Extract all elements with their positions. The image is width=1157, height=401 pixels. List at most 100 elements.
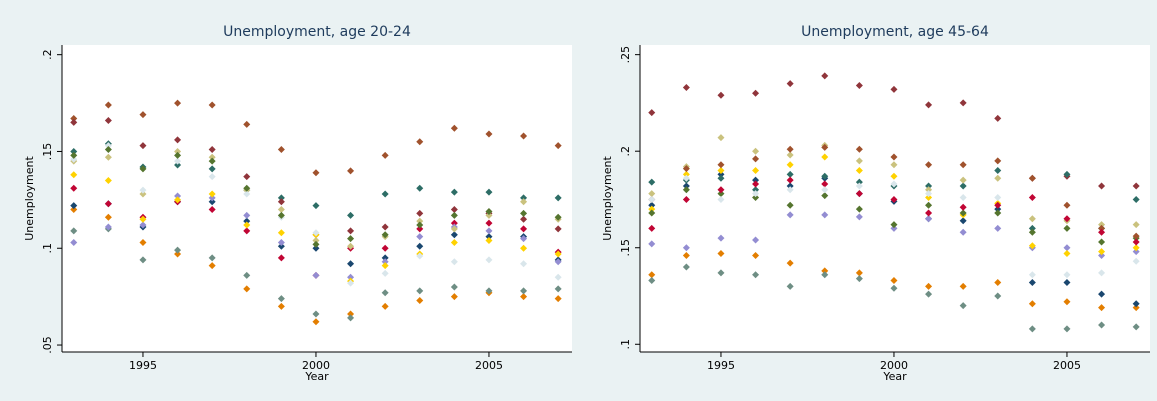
marker: [821, 271, 829, 279]
marker: [752, 167, 760, 175]
marker: [1063, 224, 1071, 232]
marker: [1132, 323, 1140, 331]
marker: [717, 91, 725, 99]
marker: [243, 211, 251, 219]
marker: [1028, 194, 1036, 202]
marker: [174, 151, 182, 159]
marker: [682, 251, 690, 259]
marker: [381, 151, 389, 159]
marker: [821, 192, 829, 200]
marker: [70, 171, 78, 179]
marker: [1063, 325, 1071, 333]
x-tick-label: 1995: [129, 359, 157, 372]
marker: [416, 252, 424, 260]
marker: [520, 235, 528, 243]
marker: [139, 186, 147, 194]
marker: [1063, 215, 1071, 223]
marker: [1098, 228, 1106, 236]
marker: [682, 244, 690, 252]
marker: [786, 145, 794, 153]
marker: [752, 89, 760, 97]
marker: [959, 176, 967, 184]
marker: [890, 221, 898, 229]
marker: [208, 146, 216, 154]
marker: [174, 157, 182, 165]
marker: [174, 250, 182, 258]
marker: [1028, 174, 1036, 182]
marker: [1063, 298, 1071, 306]
marker: [554, 194, 562, 202]
marker: [554, 142, 562, 150]
marker: [104, 153, 112, 161]
marker: [925, 290, 933, 298]
x-axis-title: Year: [304, 370, 329, 383]
marker: [855, 82, 863, 90]
marker: [1132, 304, 1140, 312]
marker: [1028, 215, 1036, 223]
marker: [994, 157, 1002, 165]
marker: [821, 211, 829, 219]
marker: [752, 147, 760, 155]
marker: [416, 242, 424, 250]
marker: [104, 213, 112, 221]
marker: [347, 260, 355, 268]
marker: [485, 219, 493, 227]
marker: [416, 138, 424, 146]
marker: [174, 136, 182, 144]
marker: [890, 195, 898, 203]
marker: [717, 161, 725, 169]
marker: [994, 114, 1002, 122]
marker: [139, 256, 147, 264]
marker: [925, 194, 933, 202]
marker: [1132, 232, 1140, 240]
marker: [485, 256, 493, 264]
marker: [104, 223, 112, 231]
marker: [554, 225, 562, 233]
marker: [70, 206, 78, 214]
marker: [1098, 321, 1106, 329]
marker: [959, 194, 967, 202]
marker: [994, 167, 1002, 175]
marker: [520, 260, 528, 268]
marker: [174, 161, 182, 169]
chart-title: Unemployment, age 45-64: [801, 24, 989, 40]
marker: [104, 146, 112, 154]
marker: [312, 240, 320, 248]
marker: [994, 209, 1002, 217]
marker: [450, 225, 458, 233]
marker: [208, 165, 216, 173]
marker: [520, 293, 528, 301]
marker: [752, 251, 760, 259]
marker: [381, 244, 389, 252]
marker: [786, 259, 794, 267]
marker: [485, 227, 493, 235]
marker: [1028, 224, 1036, 232]
y-tick-label: .05: [41, 336, 54, 354]
marker: [994, 292, 1002, 300]
marker: [139, 165, 147, 173]
marker: [277, 146, 285, 154]
marker: [139, 111, 147, 119]
y-tick-label: .15: [41, 143, 54, 161]
marker: [786, 282, 794, 290]
marker: [1098, 251, 1106, 259]
marker: [208, 194, 216, 202]
marker: [890, 284, 898, 292]
marker: [1063, 170, 1071, 178]
y-axis-title: Unemployment: [601, 156, 614, 241]
marker: [347, 167, 355, 175]
marker: [786, 211, 794, 219]
marker: [1132, 248, 1140, 256]
marker: [890, 180, 898, 188]
marker: [450, 238, 458, 246]
marker: [450, 283, 458, 291]
marker: [243, 173, 251, 181]
marker: [520, 198, 528, 206]
marker: [208, 206, 216, 214]
marker: [243, 120, 251, 128]
marker: [70, 118, 78, 126]
marker: [208, 262, 216, 270]
marker: [381, 254, 389, 262]
marker: [1098, 221, 1106, 229]
